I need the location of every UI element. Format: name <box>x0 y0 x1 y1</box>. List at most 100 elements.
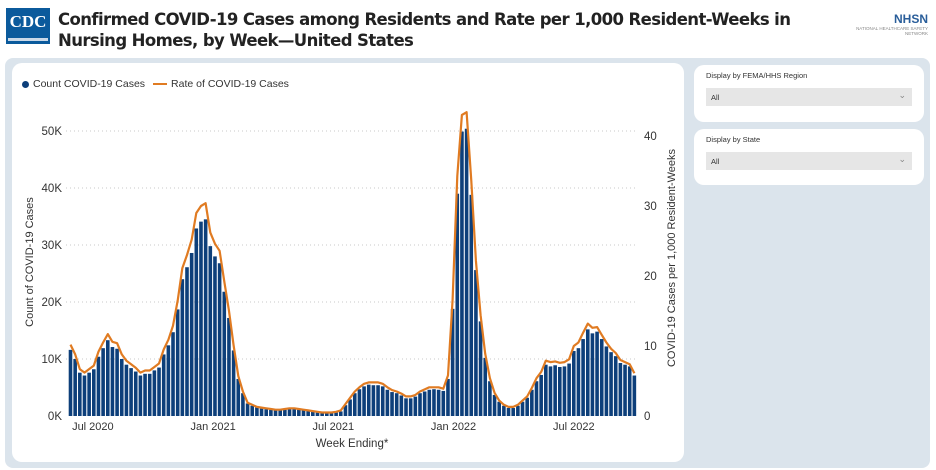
bar <box>231 350 236 416</box>
bar <box>343 405 348 416</box>
bar <box>101 348 105 416</box>
bar <box>278 410 282 416</box>
region-filter-value: All <box>711 93 720 102</box>
bar <box>208 246 213 416</box>
bar <box>544 364 548 416</box>
bar <box>497 401 502 416</box>
bar <box>129 368 133 416</box>
bar <box>68 349 73 416</box>
bar <box>585 329 590 416</box>
bar <box>613 356 618 416</box>
bar <box>245 403 250 416</box>
bar <box>241 393 245 416</box>
bar <box>352 393 357 416</box>
bar <box>147 373 152 416</box>
bar <box>599 339 604 416</box>
bar <box>124 364 129 416</box>
bar <box>581 339 585 416</box>
bar <box>623 364 627 416</box>
bar <box>166 345 171 416</box>
bar <box>394 393 399 416</box>
bar <box>488 381 492 416</box>
bar <box>413 396 418 416</box>
bar <box>502 405 506 416</box>
bar <box>227 317 231 416</box>
bar <box>362 386 366 416</box>
y-tick-label: 10K <box>42 354 63 366</box>
bar <box>292 409 296 416</box>
bar <box>450 308 455 416</box>
bar <box>78 372 82 416</box>
bar <box>311 411 315 416</box>
bar <box>548 366 553 416</box>
bar <box>315 412 320 416</box>
bar <box>385 389 390 416</box>
rate-line <box>69 111 636 414</box>
state-filter-card: Display by State All ⌄ <box>694 129 924 185</box>
bar <box>87 372 91 416</box>
bar <box>562 366 567 416</box>
legend-dot-icon <box>22 80 29 88</box>
chevron-down-icon: ⌄ <box>898 154 906 164</box>
bar <box>301 410 306 416</box>
state-filter-select[interactable]: All ⌄ <box>706 152 912 170</box>
bar <box>171 332 175 416</box>
bar <box>283 409 287 416</box>
bar <box>338 411 343 416</box>
state-filter-label: Display by State <box>706 135 761 144</box>
chart-legend: Count COVID-19 Cases Rate of COVID-19 Ca… <box>22 78 289 90</box>
legend-rate[interactable]: Rate of COVID-19 Cases <box>171 78 289 90</box>
y2-axis-title: COVID-19 Cases per 1,000 Resident-Weeks <box>666 148 678 367</box>
bar <box>175 309 180 416</box>
x-tick-label: Jan 2022 <box>431 421 476 433</box>
y-axis-title: Count of COVID-19 Cases <box>24 197 36 327</box>
bar <box>590 333 595 416</box>
x-axis-title: Week Ending* <box>316 438 389 450</box>
bar <box>348 399 352 416</box>
bar <box>138 375 143 416</box>
bar <box>161 354 166 416</box>
bar <box>558 366 562 416</box>
bar <box>213 256 217 416</box>
bar <box>627 366 632 416</box>
x-tick-label: Jul 2022 <box>553 421 595 433</box>
x-tick-label: Jul 2020 <box>72 421 114 433</box>
bar <box>520 401 525 416</box>
bar <box>530 389 534 416</box>
bar <box>306 410 310 416</box>
bar <box>390 392 394 416</box>
bar <box>525 397 529 416</box>
bar <box>203 219 208 416</box>
bar <box>334 412 338 416</box>
bar <box>329 413 334 416</box>
bar <box>73 359 77 416</box>
bar <box>595 331 599 416</box>
bar <box>380 386 385 416</box>
bar <box>376 385 380 416</box>
bar <box>259 408 264 416</box>
page-title: Confirmed COVID-19 Cases among Residents… <box>58 10 791 50</box>
bar <box>222 291 227 416</box>
bar <box>366 384 371 416</box>
bar <box>357 389 362 416</box>
bar <box>157 367 161 416</box>
region-filter-card: Display by FEMA/HHS Region All ⌄ <box>694 65 924 122</box>
legend-count[interactable]: Count COVID-19 Cases <box>33 78 146 90</box>
bar <box>105 340 110 416</box>
bar <box>418 393 422 416</box>
bar <box>539 374 543 416</box>
bar <box>609 352 613 416</box>
x-tick-label: Jan 2021 <box>190 421 235 433</box>
bar <box>567 363 571 416</box>
bar <box>189 252 194 416</box>
bar <box>119 359 124 416</box>
bar <box>82 375 87 416</box>
y-tick-label: 40K <box>42 183 63 195</box>
bar <box>110 347 115 416</box>
legend-line-icon <box>153 83 168 85</box>
bar <box>446 378 450 416</box>
bar <box>483 357 488 416</box>
y2-tick-label: 30 <box>644 201 657 213</box>
region-filter-select[interactable]: All ⌄ <box>706 88 912 106</box>
bar <box>399 395 404 416</box>
